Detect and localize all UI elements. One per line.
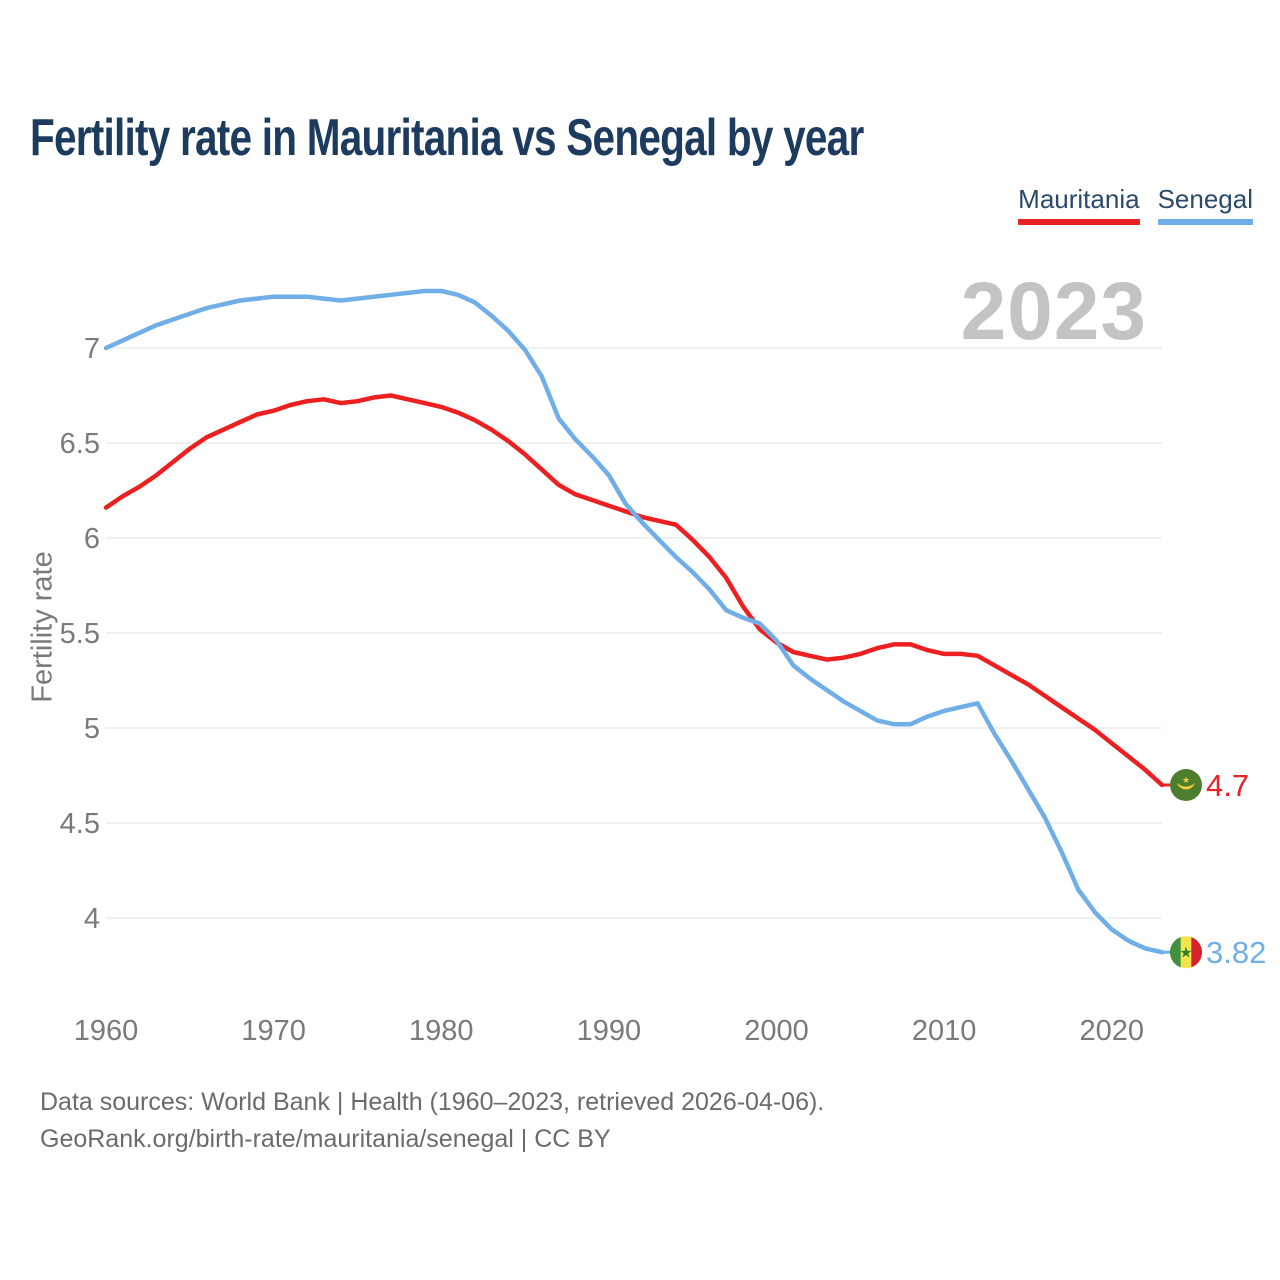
y-tick-label: 6.5 <box>60 428 100 460</box>
page-title: Fertility rate in Mauritania vs Senegal … <box>30 109 864 167</box>
x-tick-label: 1970 <box>241 1015 306 1047</box>
legend-item-mauritania[interactable]: Mauritania <box>1018 184 1140 226</box>
legend-label-mauritania: Mauritania <box>1018 184 1140 214</box>
footer: Data sources: World Bank | Health (1960–… <box>40 1084 824 1158</box>
series-line-senegal <box>103 288 1165 955</box>
y-tick-label: 4.5 <box>60 808 100 840</box>
legend-item-senegal[interactable]: Senegal <box>1157 184 1253 226</box>
x-tick-label: 1960 <box>74 1015 139 1047</box>
legend-underline-red <box>1018 219 1140 226</box>
y-tick-label: 4 <box>84 903 100 935</box>
y-axis-title: Fertility rate <box>26 551 59 703</box>
svg-text:★: ★ <box>1182 775 1190 785</box>
end-value-senegal: 3.82 <box>1206 935 1266 970</box>
y-tick-label: 7 <box>84 333 100 365</box>
x-tick-label: 2000 <box>744 1015 809 1047</box>
x-tick-label: 2020 <box>1079 1015 1144 1047</box>
end-value-mauritania: 4.7 <box>1206 768 1249 803</box>
x-tick-label: 1980 <box>409 1015 474 1047</box>
y-tick-label: 6 <box>84 523 100 555</box>
senegal-flag-icon: ★ <box>1169 936 1203 969</box>
y-tick-label: 5 <box>84 713 100 745</box>
footer-attribution: GeoRank.org/birth-rate/mauritania/senega… <box>40 1125 611 1153</box>
legend-underline-blue <box>1157 219 1253 226</box>
x-tick-label: 2010 <box>912 1015 977 1047</box>
year-watermark: 2023 <box>960 266 1147 357</box>
mauritania-flag-icon: ★ <box>1170 769 1202 801</box>
legend-label-senegal: Senegal <box>1157 184 1253 214</box>
footer-sources: Data sources: World Bank | Health (1960–… <box>40 1088 825 1116</box>
series-line-mauritania <box>103 393 1165 788</box>
legend: Mauritania Senegal <box>1018 184 1253 226</box>
x-tick-label: 1990 <box>577 1015 642 1047</box>
svg-text:★: ★ <box>1179 945 1192 962</box>
y-tick-label: 5.5 <box>60 618 100 650</box>
